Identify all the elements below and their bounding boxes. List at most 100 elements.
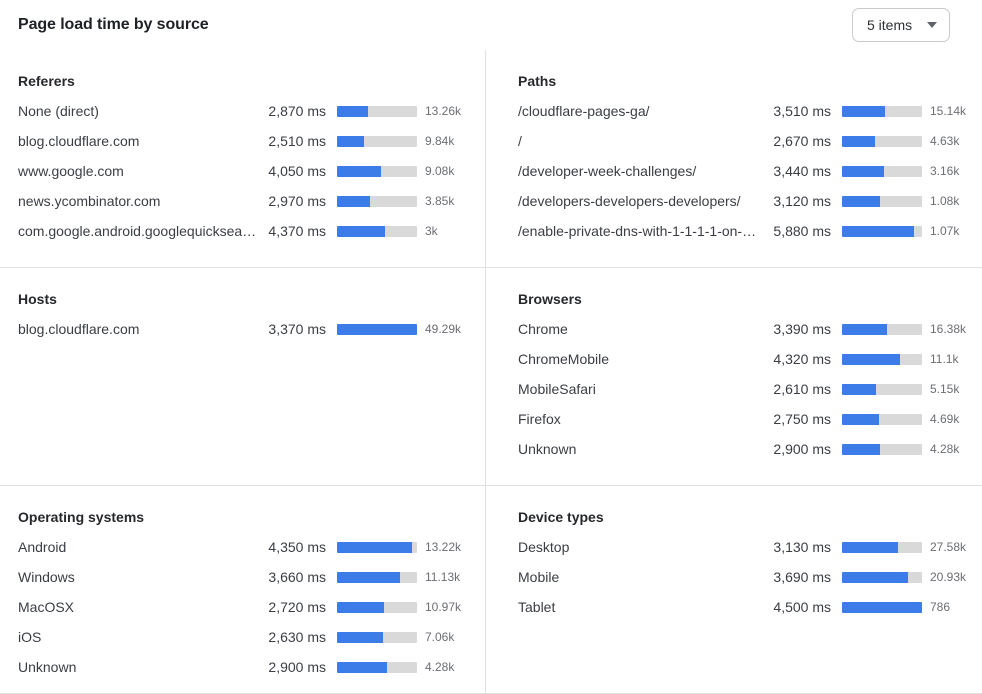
row-ms-value: 2,630 ms: [268, 629, 326, 645]
table-row: www.google.com 4,050 ms 9.08k: [18, 156, 469, 186]
section-3: Operating systems Android 4,350 ms 13.22…: [0, 485, 982, 694]
table-row: /developer-week-challenges/ 3,440 ms 3.1…: [518, 156, 974, 186]
bar-track: [842, 383, 922, 395]
bar-track: [337, 631, 417, 643]
table-row: news.ycombinator.com 2,970 ms 3.85k: [18, 186, 469, 216]
row-ms-value: 2,900 ms: [773, 441, 831, 457]
panel-title-browsers: Browsers: [518, 291, 582, 307]
bar-track: [337, 195, 417, 207]
panel-operating-systems: Operating systems Android 4,350 ms 13.22…: [0, 486, 486, 693]
row-label: blog.cloudflare.com: [18, 133, 140, 149]
bar-fill: [337, 165, 381, 177]
row-ms-value: 3,510 ms: [773, 103, 831, 119]
row-label: Tablet: [518, 599, 556, 615]
row-label: news.ycombinator.com: [18, 193, 161, 209]
row-ms-value: 3,390 ms: [773, 321, 831, 337]
row-ms-value: 2,720 ms: [268, 599, 326, 615]
row-ms-value: 5,880 ms: [773, 223, 831, 239]
row-ms-value: 3,130 ms: [773, 539, 831, 555]
bar-track: [842, 443, 922, 455]
table-row: ChromeMobile 4,320 ms 11.1k: [518, 344, 974, 374]
row-label: Mobile: [518, 569, 560, 585]
row-ms-value: 3,690 ms: [773, 569, 831, 585]
row-count: 11.1k: [930, 352, 959, 366]
row-label: Unknown: [18, 659, 77, 675]
row-label: iOS: [18, 629, 42, 645]
bar-track: [842, 413, 922, 425]
dropdown-value: 5 items: [867, 17, 913, 33]
table-row: com.google.android.googlequicksearc… 4,3…: [18, 216, 469, 246]
row-count: 5.15k: [930, 382, 960, 396]
bar-fill: [337, 105, 369, 117]
table-row: Chrome 3,390 ms 16.38k: [518, 314, 974, 344]
items-count-dropdown[interactable]: 5 items: [852, 8, 950, 42]
row-count: 4.28k: [930, 442, 960, 456]
panel-hosts: Hosts blog.cloudflare.com 3,370 ms 49.29…: [0, 268, 486, 485]
bar-track: [842, 541, 922, 553]
bar-fill: [842, 383, 877, 395]
section-1: Referers None (direct) 2,870 ms 13.26k b…: [0, 50, 982, 267]
row-label: Firefox: [518, 411, 561, 427]
panel-browsers: Browsers Chrome 3,390 ms 16.38k ChromeMo…: [486, 268, 982, 485]
row-count: 20.93k: [930, 570, 967, 584]
bar-fill: [337, 225, 385, 237]
row-count: 1.07k: [930, 224, 960, 238]
row-label: Desktop: [518, 539, 570, 555]
row-count: 9.84k: [425, 134, 455, 148]
bar-fill: [842, 165, 885, 177]
bar-track: [842, 225, 922, 237]
row-ms-value: 2,870 ms: [268, 103, 326, 119]
row-label: /cloudflare-pages-ga/: [518, 103, 650, 119]
bar-fill: [842, 571, 908, 583]
bar-fill: [337, 195, 370, 207]
bar-track: [842, 571, 922, 583]
bar-fill: [842, 601, 922, 613]
bar-fill: [337, 601, 385, 613]
table-row: Unknown 2,900 ms 4.28k: [18, 652, 469, 682]
bar-fill: [842, 413, 879, 425]
row-count: 4.63k: [930, 134, 960, 148]
table-row: Tablet 4,500 ms 786: [518, 592, 974, 622]
table-row: Firefox 2,750 ms 4.69k: [518, 404, 974, 434]
bar-fill: [842, 353, 900, 365]
chevron-down-icon: [927, 22, 937, 28]
bar-fill: [842, 541, 898, 553]
row-ms-value: 4,370 ms: [268, 223, 326, 239]
bar-fill: [337, 661, 388, 673]
row-label: MobileSafari: [518, 381, 596, 397]
bar-fill: [842, 195, 881, 207]
row-count: 4.28k: [425, 660, 455, 674]
row-ms-value: 2,610 ms: [773, 381, 831, 397]
table-row: Android 4,350 ms 13.22k: [18, 532, 469, 562]
bar-fill: [842, 105, 886, 117]
row-label: Android: [18, 539, 67, 555]
row-label: MacOSX: [18, 599, 75, 615]
row-ms-value: 2,970 ms: [268, 193, 326, 209]
bar-track: [337, 135, 417, 147]
bar-fill: [337, 135, 365, 147]
row-label: Windows: [18, 569, 75, 585]
table-row: / 2,670 ms 4.63k: [518, 126, 974, 156]
row-count: 13.26k: [425, 104, 462, 118]
row-count: 3.85k: [425, 194, 455, 208]
row-ms-value: 2,670 ms: [773, 133, 831, 149]
panel-device-types: Device types Desktop 3,130 ms 27.58k Mob…: [486, 486, 982, 693]
bar-track: [842, 195, 922, 207]
row-label: Unknown: [518, 441, 577, 457]
table-row: Desktop 3,130 ms 27.58k: [518, 532, 974, 562]
row-count: 11.13k: [425, 570, 461, 584]
bar-track: [337, 661, 417, 673]
bar-fill: [337, 323, 417, 335]
bar-track: [842, 165, 922, 177]
panel-paths: Paths /cloudflare-pages-ga/ 3,510 ms 15.…: [486, 50, 982, 267]
row-ms-value: 4,350 ms: [268, 539, 326, 555]
table-row: MacOSX 2,720 ms 10.97k: [18, 592, 469, 622]
bar-track: [337, 105, 417, 117]
row-ms-value: 3,120 ms: [773, 193, 831, 209]
row-label: www.google.com: [18, 163, 124, 179]
bar-fill: [337, 571, 401, 583]
table-row: Unknown 2,900 ms 4.28k: [518, 434, 974, 464]
bar-track: [842, 105, 922, 117]
row-count: 1.08k: [930, 194, 960, 208]
